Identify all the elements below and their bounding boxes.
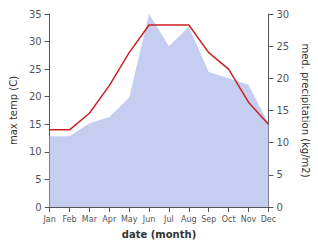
- svg-text:Sep: Sep: [201, 215, 216, 224]
- svg-text:Dec: Dec: [261, 215, 276, 224]
- svg-text:10: 10: [29, 146, 42, 157]
- svg-text:Mar: Mar: [82, 215, 98, 224]
- svg-text:35: 35: [29, 9, 42, 20]
- svg-text:May: May: [121, 215, 138, 224]
- svg-text:20: 20: [276, 73, 289, 84]
- svg-text:0: 0: [35, 202, 41, 213]
- svg-text:25: 25: [29, 64, 42, 75]
- svg-text:Feb: Feb: [62, 215, 76, 224]
- svg-text:Apr: Apr: [102, 215, 117, 224]
- svg-text:max temp (C): max temp (C): [8, 76, 19, 145]
- svg-text:30: 30: [276, 9, 289, 20]
- svg-text:15: 15: [29, 119, 42, 130]
- svg-text:30: 30: [29, 36, 42, 47]
- svg-text:0: 0: [276, 202, 282, 213]
- svg-text:Jun: Jun: [142, 215, 156, 224]
- svg-text:Nov: Nov: [241, 215, 257, 224]
- svg-text:20: 20: [29, 91, 42, 102]
- svg-text:5: 5: [35, 174, 41, 185]
- svg-text:Jan: Jan: [42, 215, 55, 224]
- svg-text:5: 5: [276, 169, 282, 180]
- svg-text:Aug: Aug: [181, 215, 197, 224]
- svg-text:Oct: Oct: [222, 215, 236, 224]
- svg-text:Jul: Jul: [163, 215, 174, 224]
- svg-text:date (month): date (month): [122, 229, 196, 240]
- svg-text:25: 25: [276, 41, 289, 52]
- svg-text:10: 10: [276, 137, 289, 148]
- svg-text:15: 15: [276, 105, 289, 116]
- svg-text:med. precipitation (kg/m2): med. precipitation (kg/m2): [300, 43, 311, 177]
